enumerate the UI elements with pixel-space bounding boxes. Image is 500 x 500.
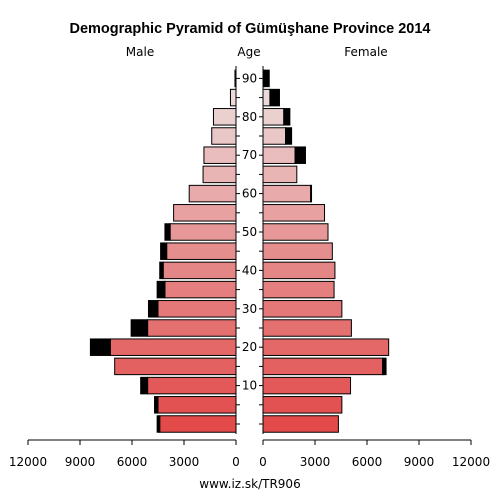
female-bar — [262, 415, 339, 433]
male-bar — [157, 300, 237, 318]
male-bar — [212, 108, 237, 126]
female-excess-bar — [263, 69, 270, 88]
male-bar — [203, 146, 237, 164]
female-excess-bar — [285, 127, 293, 145]
male-bar — [114, 357, 237, 376]
x-tick-label: 6000 — [117, 455, 148, 469]
male-excess-bar — [130, 319, 149, 337]
x-tick-label: 0 — [232, 455, 240, 469]
female-excess-bar — [294, 146, 306, 164]
age-tick-label: 70 — [242, 148, 257, 162]
x-tick-label: 12000 — [9, 455, 47, 469]
female-bar — [262, 223, 329, 241]
x-tick-label: 3000 — [169, 455, 200, 469]
male-bar — [166, 242, 237, 260]
male-bar — [162, 261, 237, 280]
female-bar — [262, 280, 335, 299]
male-bar — [229, 88, 237, 107]
male-excess-bar — [154, 396, 159, 414]
female-bar — [262, 319, 352, 337]
male-bar — [147, 376, 237, 395]
age-tick-label: 80 — [242, 110, 257, 124]
female-bar — [262, 242, 333, 260]
footer-url: www.iz.sk/TR906 — [199, 477, 300, 491]
age-tick-label: 40 — [242, 263, 257, 277]
age-tick-label: 90 — [242, 71, 257, 85]
female-bar — [262, 108, 285, 126]
male-bar — [188, 184, 237, 203]
female-bar — [262, 127, 287, 145]
male-excess-bar — [89, 338, 111, 356]
female-bar — [262, 204, 326, 222]
x-tick-label: 12000 — [452, 455, 490, 469]
age-tick-label: 50 — [242, 225, 257, 239]
male-bar — [159, 415, 237, 433]
male-excess-bar — [159, 261, 164, 280]
female-bar — [262, 146, 296, 164]
age-tick-label: 30 — [242, 302, 257, 316]
male-excess-bar — [156, 415, 161, 433]
female-bar — [262, 357, 384, 376]
male-bar — [109, 338, 237, 356]
female-bar — [262, 376, 352, 395]
age-tick-label: 60 — [242, 187, 257, 201]
female-bar — [262, 396, 343, 414]
female-bar — [262, 88, 271, 107]
female-excess-bar — [269, 88, 280, 107]
male-bar — [202, 165, 237, 184]
male-excess-bar — [147, 300, 159, 318]
x-tick-label: 9000 — [65, 455, 96, 469]
female-bar — [262, 165, 298, 184]
female-bar — [262, 300, 343, 318]
age-tick-label: 10 — [242, 379, 257, 393]
female-excess-bar — [382, 357, 387, 376]
male-bar — [169, 223, 237, 241]
x-tick-label: 9000 — [404, 455, 435, 469]
female-bar — [262, 261, 336, 280]
male-excess-bar — [140, 376, 149, 395]
x-tick-label: 6000 — [352, 455, 383, 469]
male-bar — [147, 319, 237, 337]
male-label: Male — [126, 45, 154, 59]
male-excess-bar — [164, 223, 171, 241]
female-bar — [262, 184, 312, 203]
male-excess-bar — [160, 242, 168, 260]
x-tick-label: 0 — [259, 455, 267, 469]
female-excess-bar — [283, 108, 291, 126]
female-excess-bar — [310, 184, 313, 203]
male-excess-bar — [156, 280, 166, 299]
x-tick-label: 3000 — [300, 455, 331, 469]
axes-layer: 10 20 30 40 50 60 70 80 90 12000 9000 6000 3000 0 0 300… — [9, 66, 490, 469]
age-tick-label: 20 — [242, 340, 257, 354]
age-label: Age — [237, 45, 260, 59]
male-bar — [211, 127, 237, 145]
male-bar — [173, 204, 237, 222]
chart-title: Demographic Pyramid of Gümüşhane Provinc… — [69, 21, 430, 37]
male-bar — [164, 280, 237, 299]
female-bar — [262, 338, 390, 356]
male-bar — [157, 396, 237, 414]
female-label: Female — [344, 45, 387, 59]
